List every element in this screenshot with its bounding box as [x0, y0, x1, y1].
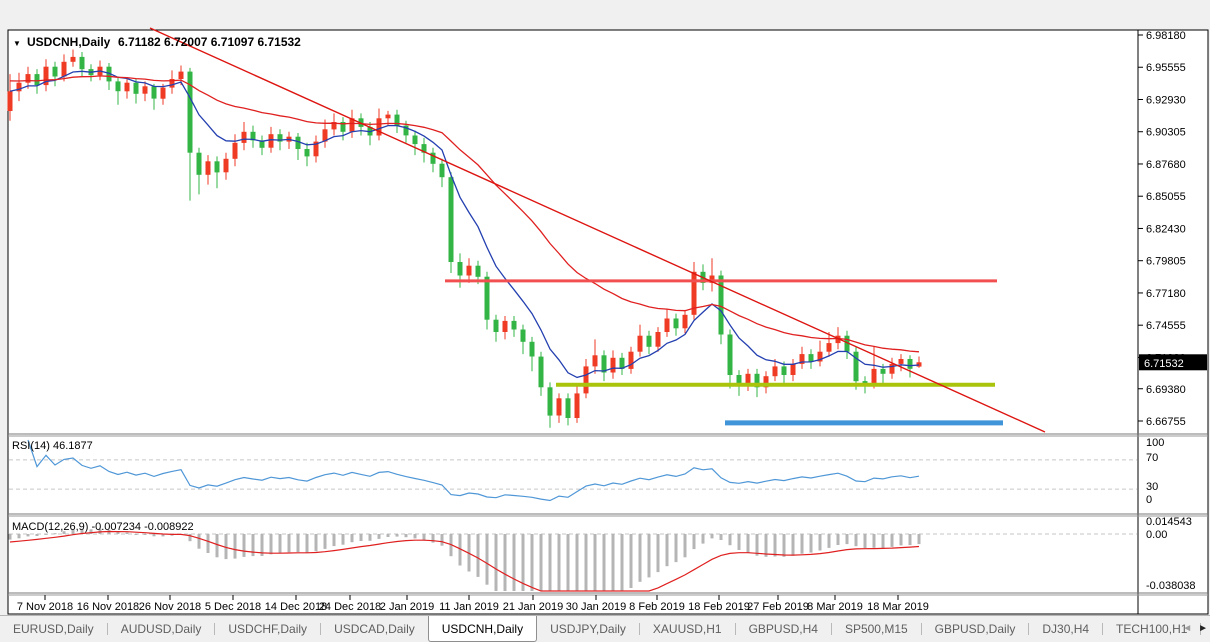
- svg-text:14 Dec 2018: 14 Dec 2018: [265, 601, 327, 613]
- tab-gbpusd-daily[interactable]: GBPUSD,Daily: [934, 622, 1016, 636]
- tab-audusd-daily[interactable]: AUDUSD,Daily: [120, 622, 202, 636]
- svg-text:27 Feb 2019: 27 Feb 2019: [747, 601, 809, 613]
- tab-divider: [1200, 623, 1202, 635]
- descending-trendline[interactable]: [149, 27, 1046, 433]
- svg-text:2 Jan 2019: 2 Jan 2019: [380, 601, 434, 613]
- svg-text:18 Mar 2019: 18 Mar 2019: [867, 601, 929, 613]
- tab-xauusd-h1[interactable]: XAUUSD,H1: [652, 622, 722, 636]
- svg-text:8 Feb 2019: 8 Feb 2019: [629, 601, 685, 613]
- svg-text:70: 70: [1146, 452, 1158, 464]
- svg-text:6.87680: 6.87680: [1146, 159, 1186, 171]
- svg-text:6.71182 6.72007 6.71097 6.7153: 6.71182 6.72007 6.71097 6.71532: [118, 35, 301, 49]
- svg-text:-0.038038: -0.038038: [1146, 580, 1196, 592]
- svg-text:6.77180: 6.77180: [1146, 288, 1186, 300]
- tab-divider: [214, 623, 216, 635]
- current-price-badge: 6.71532: [1139, 354, 1207, 371]
- svg-text:26 Nov 2018: 26 Nov 2018: [139, 601, 201, 613]
- svg-text:16 Nov 2018: 16 Nov 2018: [77, 601, 139, 613]
- svg-text:100: 100: [1146, 437, 1164, 449]
- chart-title: ▼ USDCNH,Daily 6.71182 6.72007 6.71097 6.7…: [13, 35, 301, 49]
- svg-text:6.85055: 6.85055: [1146, 191, 1186, 203]
- rsi-line: [27, 439, 920, 502]
- svg-text:18 Feb 2019: 18 Feb 2019: [688, 601, 750, 613]
- scroll-left-icon[interactable]: ◄: [1182, 623, 1193, 634]
- tab-divider: [920, 623, 922, 635]
- tab-dj30-h4[interactable]: DJ30,H4: [1042, 622, 1090, 636]
- tab-usdchf-daily[interactable]: USDCHF,Daily: [228, 622, 308, 636]
- macd-signal-line: [9, 530, 920, 592]
- tab-usdcad-daily[interactable]: USDCAD,Daily: [334, 622, 415, 636]
- svg-text:6.98180: 6.98180: [1146, 30, 1186, 42]
- svg-text:0.00: 0.00: [1146, 529, 1167, 541]
- tab-divider: [106, 623, 108, 635]
- scroll-right-icon[interactable]: ►: [1198, 623, 1208, 634]
- price-scale: 6.98180 6.95555 6.92930 6.90305 6.87680 6.850…: [1138, 30, 1186, 428]
- symbol-tab-bar: EURUSD,Daily AUDUSD,Daily USDCHF,Daily USDC…: [0, 615, 1210, 642]
- tab-divider: [1102, 623, 1104, 635]
- svg-text:6.79805: 6.79805: [1146, 256, 1186, 268]
- tab-scroll-controls: ◄ ►: [1182, 617, 1208, 641]
- svg-text:6.82430: 6.82430: [1146, 223, 1186, 235]
- svg-text:11 Jan 2019: 11 Jan 2019: [439, 601, 499, 613]
- tab-usdcnh-daily[interactable]: USDCNH,Daily: [427, 616, 538, 642]
- tab-tech100-h1[interactable]: TECH100,H1: [1116, 622, 1188, 636]
- svg-text:0.014543: 0.014543: [1146, 516, 1192, 528]
- svg-text:0: 0: [1146, 494, 1152, 506]
- ma-slow-line: [9, 75, 920, 353]
- svg-text:6.74555: 6.74555: [1146, 320, 1186, 332]
- tab-gbpusd-h4[interactable]: GBPUSD,H4: [748, 622, 818, 636]
- tab-divider: [734, 623, 736, 635]
- svg-text:5 Dec 2018: 5 Dec 2018: [205, 601, 261, 613]
- tab-divider: [638, 623, 640, 635]
- svg-text:6.69380: 6.69380: [1146, 384, 1186, 396]
- tab-sp500-m15[interactable]: SP500,M15: [844, 622, 908, 636]
- date-axis: 7 Nov 2018 16 Nov 2018 26 Nov 2018 5 Dec 20…: [17, 595, 929, 613]
- svg-text:30 Jan 2019: 30 Jan 2019: [566, 601, 627, 613]
- svg-text:6.92930: 6.92930: [1146, 94, 1186, 106]
- svg-text:24 Dec 2018: 24 Dec 2018: [319, 601, 381, 613]
- svg-text:30: 30: [1146, 481, 1158, 493]
- svg-text:RSI(14) 46.1877: RSI(14) 46.1877: [12, 440, 93, 452]
- tab-usdjpy-daily[interactable]: USDJPY,Daily: [550, 622, 626, 636]
- svg-text:USDCNH,Daily: USDCNH,Daily: [27, 35, 111, 49]
- svg-text:6.95555: 6.95555: [1146, 62, 1186, 74]
- macd-histogram: [8, 528, 921, 591]
- svg-text:21 Jan 2019: 21 Jan 2019: [503, 601, 564, 613]
- svg-text:6.66755: 6.66755: [1146, 416, 1186, 428]
- tab-eurusd-daily[interactable]: EURUSD,Daily: [13, 622, 94, 636]
- tab-divider: [830, 623, 832, 635]
- svg-text:7 Nov 2018: 7 Nov 2018: [17, 601, 73, 613]
- svg-text:6.90305: 6.90305: [1146, 127, 1186, 139]
- svg-text:▼: ▼: [13, 39, 21, 48]
- svg-text:MACD(12,26,9) -0.007234 -0.008: MACD(12,26,9) -0.007234 -0.008922: [12, 521, 194, 533]
- chart-window-bg: [7, 29, 1209, 615]
- svg-text:6.71532: 6.71532: [1144, 358, 1184, 370]
- tab-divider: [1028, 623, 1030, 635]
- tab-divider: [320, 623, 322, 635]
- svg-text:8 Mar 2019: 8 Mar 2019: [807, 601, 863, 613]
- ma-fast-line: [9, 70, 920, 379]
